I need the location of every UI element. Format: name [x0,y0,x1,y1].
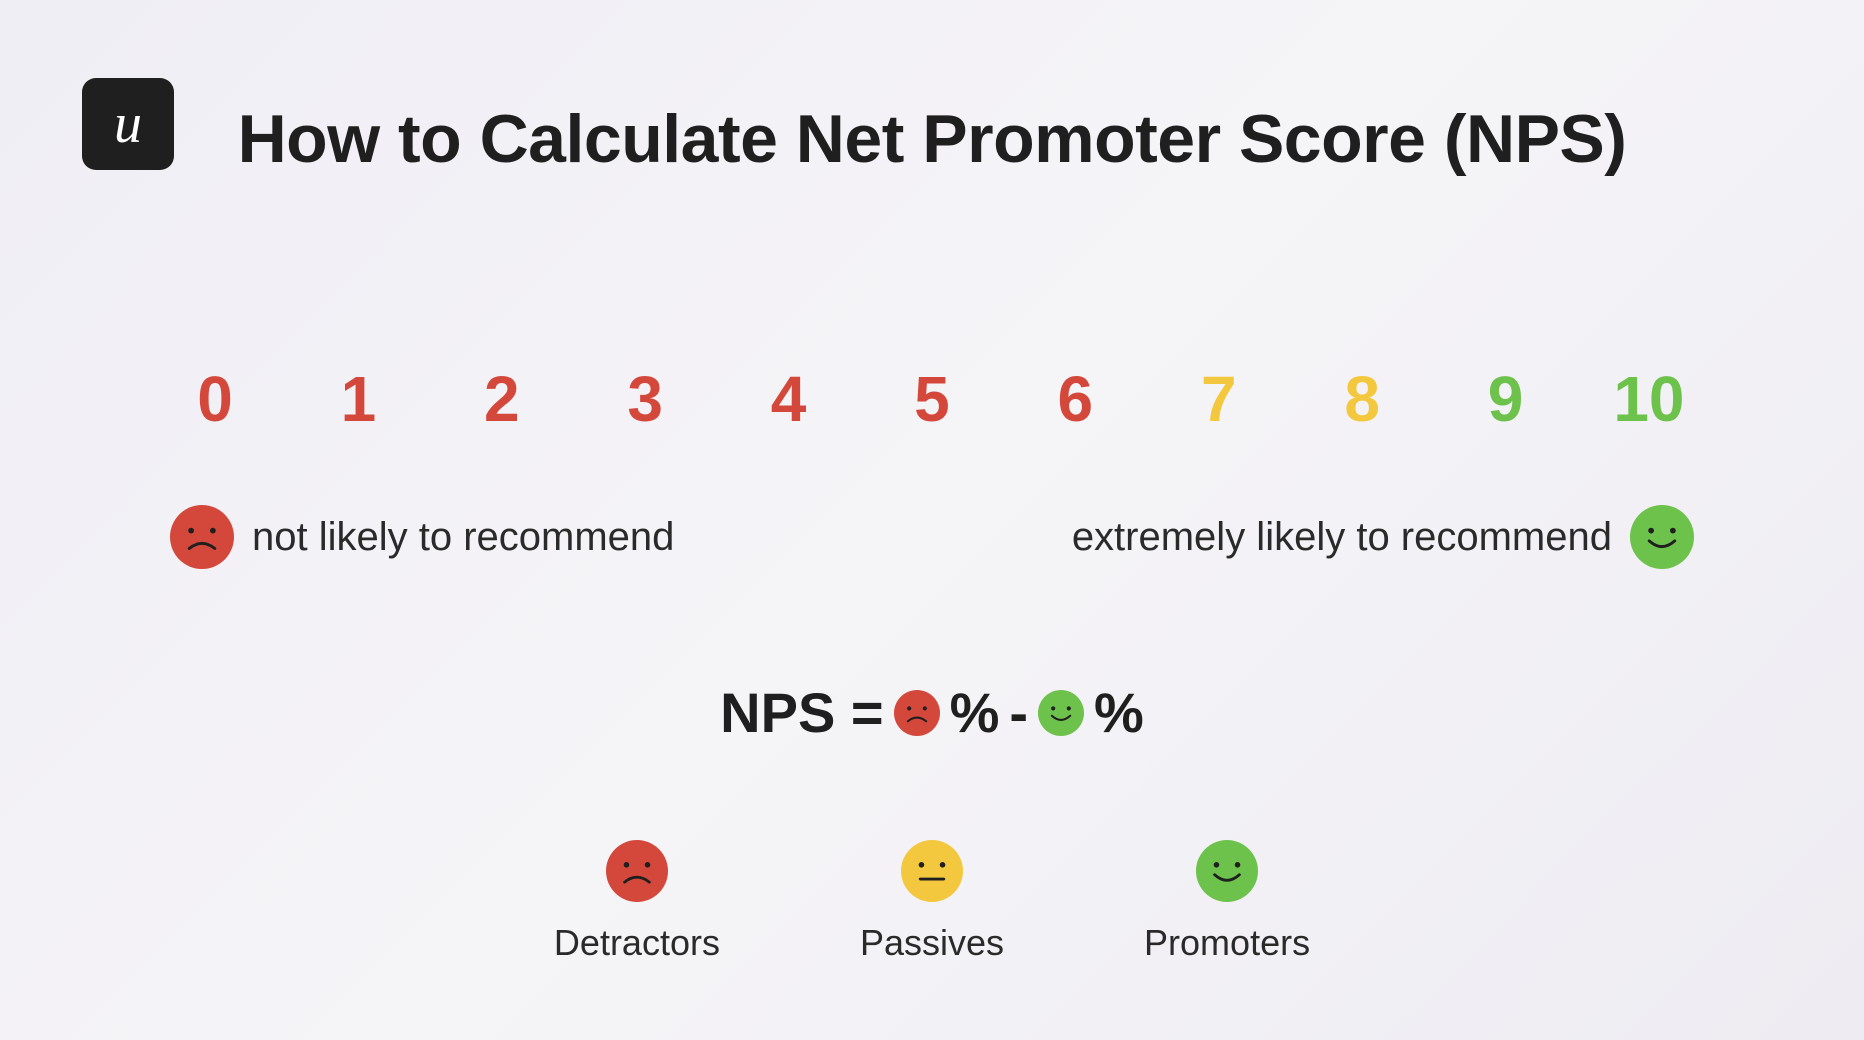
low-label-text: not likely to recommend [252,515,674,560]
legend-item: Detractors [554,840,720,964]
happy-face-icon [1038,690,1084,736]
legend: Detractors Passives Promoters [0,840,1864,964]
scale-number: 3 [600,362,690,436]
legend-item: Passives [860,840,1004,964]
legend-label: Passives [860,922,1004,964]
formula-pct1: % [950,680,1000,745]
scale-number: 8 [1317,362,1407,436]
scale-number: 9 [1461,362,1551,436]
legend-item: Promoters [1144,840,1310,964]
sad-face-icon [894,690,940,736]
scale-number: 5 [887,362,977,436]
scale-number: 1 [313,362,403,436]
nps-formula: NPS = % - % [0,680,1864,745]
sad-face-icon [170,505,234,569]
formula-pct2: % [1094,680,1144,745]
scale-number: 6 [1030,362,1120,436]
formula-prefix: NPS = [720,680,883,745]
formula-minus: - [1009,680,1028,745]
happy-face-icon [1196,840,1258,902]
scale-number: 7 [1174,362,1264,436]
scale-number: 2 [457,362,547,436]
nps-scale: 0123456789 10 [170,362,1694,436]
neutral-face-icon [901,840,963,902]
happy-face-icon [1630,505,1694,569]
scale-labels-row: not likely to recommend extremely likely… [170,505,1694,569]
page-title: How to Calculate Net Promoter Score (NPS… [0,100,1864,178]
low-label-group: not likely to recommend [170,505,674,569]
scale-number: 10 [1604,362,1694,436]
legend-label: Detractors [554,922,720,964]
legend-label: Promoters [1144,922,1310,964]
high-label-text: extremely likely to recommend [1072,515,1612,560]
scale-number: 4 [744,362,834,436]
high-label-group: extremely likely to recommend [1072,505,1694,569]
scale-number: 0 [170,362,260,436]
sad-face-icon [606,840,668,902]
